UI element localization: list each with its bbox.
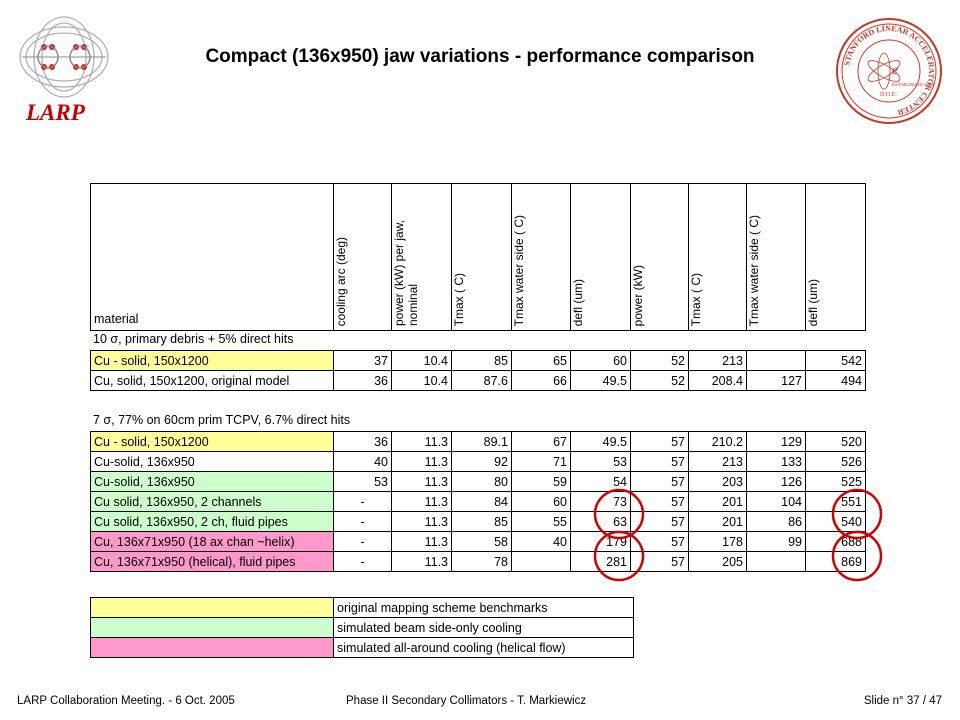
legend-row: simulated all-around cooling (helical fl… (90, 637, 634, 658)
table-row: Cu - solid, 150x1200 36 11.3 89.1 67 49.5 57 21… (90, 431, 866, 452)
legend-swatch (90, 597, 334, 618)
value-cell: 213 (688, 350, 747, 371)
material-cell: Cu-solid, 136x950 (90, 451, 334, 472)
material-cell: Cu - solid, 150x1200 (90, 431, 334, 452)
larp-logo-icon (19, 16, 109, 98)
value-cell: 78 (451, 551, 512, 572)
legend-label: simulated all-around cooling (helical fl… (333, 637, 634, 658)
value-cell: 57 (630, 531, 689, 552)
legend-table: original mapping scheme benchmarks simula… (90, 597, 634, 658)
legend-row: original mapping scheme benchmarks (90, 597, 634, 618)
legend-label: simulated beam side-only cooling (333, 617, 634, 638)
table-row: Cu, solid, 150x1200, original model 36 10.… (90, 370, 866, 391)
table-row: Cu solid, 136x950, 2 channels -11.3 84 60 73… (90, 491, 866, 512)
value-cell: 281 (570, 551, 631, 572)
table-row: Cu, 136x71x950 (helical), fluid pipes -11… (90, 551, 866, 572)
section1-title: 10 σ, primary debris + 5% direct hits (93, 332, 294, 346)
value-cell: 494 (805, 370, 866, 391)
slide-title: Compact (136x950) jaw variations - perfo… (205, 46, 755, 67)
svg-text:e: e (892, 63, 898, 78)
value-cell: 57 (630, 431, 689, 452)
highlight-circle-defl-helix (593, 530, 645, 582)
value-cell: 52 (630, 370, 689, 391)
highlight-circle-defl2-channels (831, 488, 883, 540)
footer-left: LARP Collaboration Meeting. - 6 Oct. 200… (17, 695, 235, 707)
table-row: Cu-solid, 136x950 40 11.3 92 71 53 57 213 133 526 (90, 451, 866, 472)
value-cell: 58 (451, 531, 512, 552)
value-cell: 73 (570, 491, 631, 512)
material-cell: Cu, 136x71x950 (18 ax chan ~helix) (90, 531, 334, 552)
value-cell: 10.4 (391, 370, 452, 391)
value-cell: 11.3 (391, 431, 452, 452)
value-cell: 59 (511, 471, 571, 492)
header-material: material (90, 183, 334, 331)
legend-swatch (90, 617, 334, 638)
section2-table: Cu - solid, 150x1200 36 11.3 89.1 67 49.5 57 21… (90, 431, 866, 572)
material-cell: Cu, solid, 150x1200, original model (90, 370, 334, 391)
value-cell: 210.2 (688, 431, 747, 452)
value-cell: 11.3 (391, 551, 452, 572)
value-cell: 526 (805, 451, 866, 472)
section2-title: 7 σ, 77% on 60cm prim TCPV, 6.7% direct … (93, 413, 351, 427)
table-row: Cu - solid, 150x1200 37 10.4 85 65 60 52 213 542 (90, 350, 866, 371)
value-cell: 203 (688, 471, 747, 492)
highlight-circle-defl-channels (593, 488, 645, 540)
seal-established: ESTABLISHED 1962 (892, 82, 934, 87)
value-cell: 11.3 (391, 531, 452, 552)
material-cell: Cu - solid, 150x1200 (90, 350, 334, 371)
highlight-circle-defl2-helix (831, 530, 883, 582)
table-row: Cu solid, 136x950, 2 ch, fluid pipes -11.… (90, 511, 866, 532)
value-cell: 520 (805, 431, 866, 452)
value-cell: 60 (570, 350, 631, 371)
value-cell: 127 (746, 370, 806, 391)
material-cell: Cu solid, 136x950, 2 channels (90, 491, 334, 512)
value-cell: 208.4 (688, 370, 747, 391)
legend-row: simulated beam side-only cooling (90, 617, 634, 638)
table-row: Cu, 136x71x950 (18 ax chan ~helix) -11.3 5… (90, 531, 866, 552)
section1-table: Cu - solid, 150x1200 37 10.4 85 65 60 52 213 542… (90, 350, 866, 391)
footer-center: Phase II Secondary Collimators - T. Mark… (346, 695, 587, 707)
value-cell: 133 (746, 451, 806, 472)
legend-label: original mapping scheme benchmarks (333, 597, 634, 618)
slac-seal-icon: STANFORD LINEAR ACCELERATOR CENTER e EST… (836, 18, 942, 124)
value-cell: 869 (805, 551, 866, 572)
value-cell: 36 (333, 370, 392, 391)
larp-logo-text: LARP (26, 100, 85, 125)
seal-doe: D.O.E. (880, 92, 897, 98)
material-cell: Cu, 136x71x950 (helical), fluid pipes (90, 551, 334, 572)
material-cell: Cu solid, 136x950, 2 ch, fluid pipes (90, 511, 334, 532)
legend-swatch (90, 637, 334, 658)
footer-right: Slide n° 37 / 47 (863, 695, 942, 707)
value-cell: 201 (688, 511, 747, 532)
table-header: material cooling arc (deg) power (kW) pe… (90, 183, 866, 331)
table-row: Cu-solid, 136x950 53 11.3 80 59 54 57 203 126 525 (90, 471, 866, 492)
value-cell: 57 (630, 551, 689, 572)
value-cell: 49.5 (570, 370, 631, 391)
